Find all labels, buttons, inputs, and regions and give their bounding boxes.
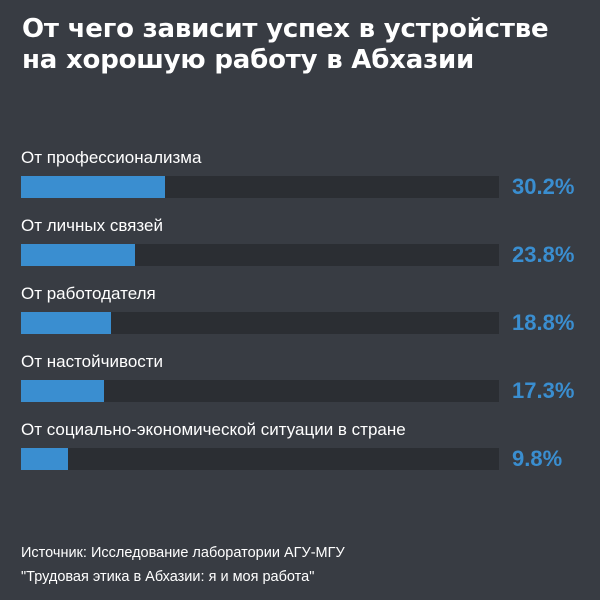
bar-label: От настойчивости: [21, 352, 164, 371]
bar-track: [21, 448, 499, 470]
bar-value-label: 9.8%: [512, 446, 563, 471]
source-line-1: Источник: Исследование лаборатории АГУ-М…: [21, 545, 345, 561]
source-note: Источник: Исследование лаборатории АГУ-М…: [21, 541, 345, 589]
bar-value-label: 23.8%: [512, 242, 575, 267]
bar: [21, 380, 104, 402]
bar: [21, 244, 135, 266]
source-line-2: "Трудовая этика в Абхазии: я и моя работ…: [21, 569, 315, 585]
bar-value-label: 30.2%: [512, 174, 575, 199]
bar-value-label: 17.3%: [512, 378, 575, 403]
bar-value-label: 18.8%: [512, 310, 575, 335]
bar: [21, 448, 68, 470]
bar-track: [21, 380, 499, 402]
bar-label: От профессионализма: [21, 148, 202, 167]
chart-title: От чего зависит успех в устройстве на хо…: [22, 14, 582, 76]
chart-title-line-2: на хорошую работу в Абхазии: [22, 45, 475, 75]
bar: [21, 312, 111, 334]
bar: [21, 176, 166, 198]
chart-title-line-1: От чего зависит успех в устройстве: [22, 14, 549, 44]
bar-label: От работодателя: [21, 284, 156, 303]
bar-track: [21, 176, 499, 198]
bar-track: [21, 312, 499, 334]
bar-label: От личных связей: [21, 216, 163, 235]
bar-label: От социально-экономической ситуации в ст…: [21, 420, 406, 439]
bar-track: [21, 244, 499, 266]
